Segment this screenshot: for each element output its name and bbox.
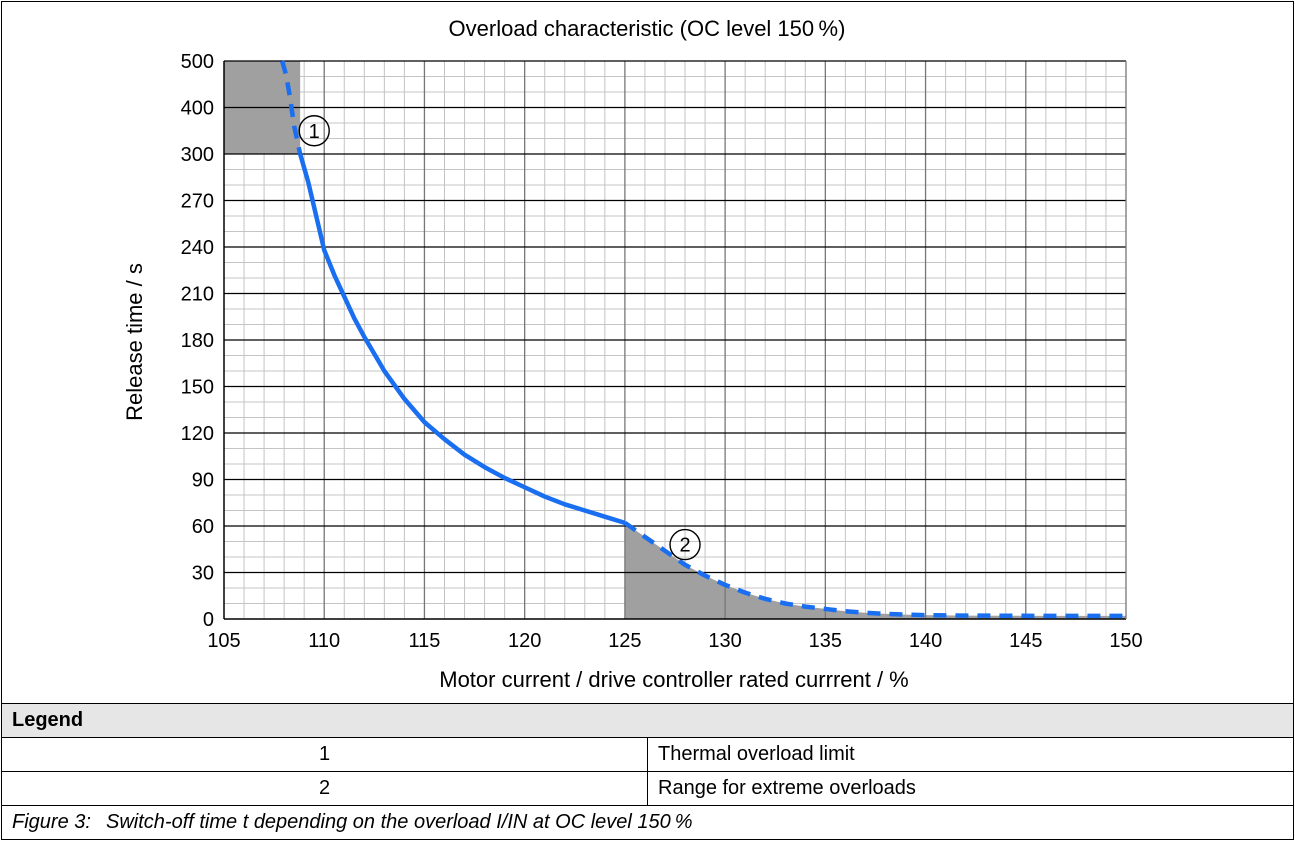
x-tick-label: 145 <box>1009 630 1042 652</box>
legend-item-text: Range for extreme overloads <box>647 771 1294 806</box>
x-tick-labels: 105 110 115 120 125 130 135 140 145 150 <box>207 630 1142 652</box>
y-axis-label: Release time / s <box>122 263 147 421</box>
legend-table: Legend 1 Thermal overload limit 2 Range … <box>1 703 1294 840</box>
annotation-circle <box>298 115 330 147</box>
x-axis-label: Motor current / drive controller rated c… <box>439 667 909 692</box>
overload-chart: Overload characteristic (OC level 150 %)… <box>122 16 1143 692</box>
solid-curve-segment <box>298 153 626 526</box>
y-tick-label: 300 <box>181 144 214 166</box>
curve-series <box>279 60 1126 619</box>
y-tick-label: 90 <box>192 470 214 492</box>
legend-item-text: Thermal overload limit <box>647 737 1294 772</box>
y-tick-label: 120 <box>181 423 214 445</box>
y-tick-label: 270 <box>181 191 214 213</box>
annotations: 12 <box>298 115 701 561</box>
x-tick-label: 125 <box>608 630 641 652</box>
y-tick-label: 60 <box>192 516 214 538</box>
legend-item-number: 1 <box>1 737 648 772</box>
x-tick-label: 135 <box>809 630 842 652</box>
y-tick-label: 500 <box>181 51 214 73</box>
y-tick-label: 150 <box>181 377 214 399</box>
chart-panel: Overload characteristic (OC level 150 %)… <box>1 1 1294 704</box>
x-tick-label: 105 <box>207 630 240 652</box>
legend-row: 2 Range for extreme overloads <box>1 771 1294 806</box>
caption-row: Figure 3: Switch-off time t depending on … <box>1 805 1294 840</box>
x-tick-label: 110 <box>308 630 340 652</box>
y-tick-label: 30 <box>192 563 214 585</box>
y-tick-label: 400 <box>181 98 214 120</box>
caption-text: Switch-off time t depending on the overl… <box>106 811 693 833</box>
y-tick-label: 180 <box>181 330 214 352</box>
x-tick-label: 130 <box>708 630 741 652</box>
annotation-label: 2 <box>679 535 690 557</box>
y-tick-labels: 0 30 60 90 120 150 180 210 240 270 300 400 500 <box>181 51 214 631</box>
figure-caption: Figure 3: Switch-off time t depending on … <box>1 805 1294 840</box>
dashed-curve-segment <box>279 60 303 155</box>
legend-row: 1 Thermal overload limit <box>1 737 1294 772</box>
x-tick-label: 120 <box>508 630 541 652</box>
y-tick-label: 240 <box>181 237 214 259</box>
y-tick-label: 0 <box>203 609 214 631</box>
x-tick-label: 140 <box>909 630 942 652</box>
legend-header-row: Legend <box>1 703 1294 738</box>
x-tick-label: 150 <box>1109 630 1142 652</box>
extreme-overload-region <box>624 522 1126 619</box>
y-tick-label: 210 <box>181 284 214 306</box>
caption-label: Figure 3: <box>12 811 91 833</box>
dashed-curve-segment <box>623 521 1126 619</box>
x-tick-label: 115 <box>408 630 440 652</box>
legend-item-number: 2 <box>1 771 648 806</box>
annotation-label: 1 <box>309 121 320 143</box>
legend-heading: Legend <box>1 703 1294 738</box>
axes <box>223 61 1127 620</box>
chart-title: Overload characteristic (OC level 150 %) <box>449 16 846 41</box>
annotation-circle <box>669 528 701 561</box>
major-grid <box>224 60 1126 619</box>
